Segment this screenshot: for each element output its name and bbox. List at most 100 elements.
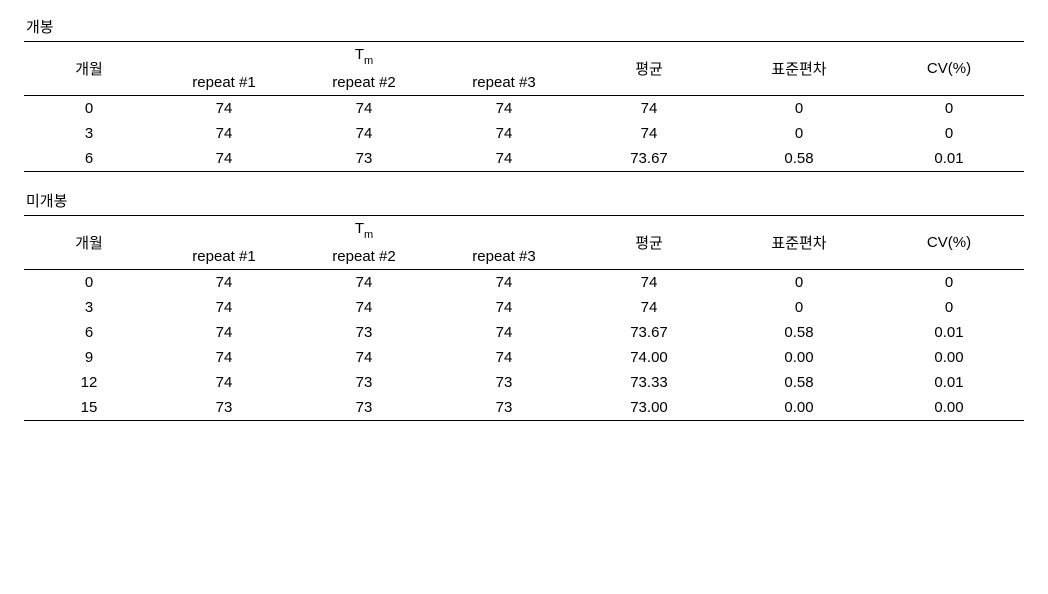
cell-r3: 74	[434, 121, 574, 146]
cell-cv: 0	[874, 121, 1024, 146]
table-section: 개봉개월 Tm 평균표준편차CV(%) repeat #1repeat #2repea…	[24, 16, 1024, 172]
cell-cv: 0.01	[874, 320, 1024, 345]
cell-month: 6	[24, 146, 154, 172]
cell-r2: 74	[294, 270, 434, 296]
data-table: 개월 Tm 평균표준편차CV(%) repeat #1repeat #2repeat …	[24, 215, 1024, 421]
cell-sd: 0.58	[724, 370, 874, 395]
col-header-tm: Tm	[294, 42, 434, 71]
table-row: 674737473.670.580.01	[24, 320, 1024, 345]
cell-r3: 74	[434, 295, 574, 320]
cell-cv: 0	[874, 270, 1024, 296]
cell-avg: 73.33	[574, 370, 724, 395]
cell-month: 0	[24, 96, 154, 122]
cell-r1: 74	[154, 345, 294, 370]
col-header-avg: 평균	[574, 216, 724, 270]
col-header-repeat2: repeat #2	[294, 70, 434, 96]
data-table: 개월 Tm 평균표준편차CV(%) repeat #1repeat #2repeat …	[24, 41, 1024, 172]
cell-month: 3	[24, 295, 154, 320]
cell-sd: 0	[724, 121, 874, 146]
table-row: 974747474.000.000.00	[24, 345, 1024, 370]
cell-month: 0	[24, 270, 154, 296]
cell-avg: 74	[574, 121, 724, 146]
col-header-empty	[434, 216, 574, 245]
cell-r1: 74	[154, 96, 294, 122]
col-header-avg: 평균	[574, 42, 724, 96]
cell-avg: 73.67	[574, 146, 724, 172]
cell-sd: 0.00	[724, 395, 874, 421]
cell-month: 6	[24, 320, 154, 345]
cell-month: 3	[24, 121, 154, 146]
cell-cv: 0.01	[874, 146, 1024, 172]
cell-avg: 73.67	[574, 320, 724, 345]
cell-r1: 74	[154, 320, 294, 345]
cell-r2: 74	[294, 295, 434, 320]
col-header-repeat3: repeat #3	[434, 244, 574, 270]
cell-avg: 74.00	[574, 345, 724, 370]
col-header-empty	[434, 42, 574, 71]
col-header-month: 개월	[24, 216, 154, 270]
col-header-repeat1: repeat #1	[154, 70, 294, 96]
cell-r3: 73	[434, 370, 574, 395]
cell-r2: 73	[294, 320, 434, 345]
col-header-repeat2: repeat #2	[294, 244, 434, 270]
cell-r1: 74	[154, 270, 294, 296]
col-header-empty	[154, 42, 294, 71]
table-row: 1274737373.330.580.01	[24, 370, 1024, 395]
cell-r2: 73	[294, 370, 434, 395]
cell-cv: 0.00	[874, 345, 1024, 370]
cell-r1: 74	[154, 295, 294, 320]
cell-cv: 0	[874, 96, 1024, 122]
cell-r2: 74	[294, 121, 434, 146]
tm-label-main: T	[355, 220, 364, 237]
cell-sd: 0	[724, 270, 874, 296]
cell-r3: 74	[434, 146, 574, 172]
tables-container: 개봉개월Tm평균표준편차CV(%)repeat #1repeat #2repea…	[24, 16, 1024, 421]
cell-r1: 73	[154, 395, 294, 421]
col-header-sd: 표준편차	[724, 216, 874, 270]
cell-r1: 74	[154, 121, 294, 146]
cell-sd: 0.00	[724, 345, 874, 370]
col-header-repeat3: repeat #3	[434, 70, 574, 96]
cell-r3: 73	[434, 395, 574, 421]
table-row: 1573737373.000.000.00	[24, 395, 1024, 421]
cell-month: 15	[24, 395, 154, 421]
col-header-sd: 표준편차	[724, 42, 874, 96]
table-row: 07474747400	[24, 96, 1024, 122]
cell-r2: 74	[294, 96, 434, 122]
section-title: 개봉	[26, 16, 1024, 37]
table-row: 07474747400	[24, 270, 1024, 296]
cell-sd: 0	[724, 96, 874, 122]
table-row: 37474747400	[24, 295, 1024, 320]
cell-sd: 0.58	[724, 320, 874, 345]
table-section: 미개봉개월 Tm 평균표준편차CV(%) repeat #1repeat #2repe…	[24, 190, 1024, 421]
cell-avg: 73.00	[574, 395, 724, 421]
cell-month: 12	[24, 370, 154, 395]
col-header-empty	[154, 216, 294, 245]
cell-cv: 0	[874, 295, 1024, 320]
table-row: 674737473.670.580.01	[24, 146, 1024, 172]
cell-cv: 0.00	[874, 395, 1024, 421]
section-title: 미개봉	[26, 190, 1024, 211]
cell-sd: 0.58	[724, 146, 874, 172]
tm-label-sub: m	[364, 55, 373, 67]
cell-r3: 74	[434, 320, 574, 345]
cell-r3: 74	[434, 345, 574, 370]
tm-label-main: T	[355, 46, 364, 63]
col-header-tm: Tm	[294, 216, 434, 245]
cell-month: 9	[24, 345, 154, 370]
col-header-repeat1: repeat #1	[154, 244, 294, 270]
col-header-month: 개월	[24, 42, 154, 96]
cell-r3: 74	[434, 270, 574, 296]
cell-avg: 74	[574, 96, 724, 122]
cell-r1: 74	[154, 370, 294, 395]
cell-r2: 73	[294, 146, 434, 172]
cell-sd: 0	[724, 295, 874, 320]
cell-avg: 74	[574, 295, 724, 320]
cell-r2: 73	[294, 395, 434, 421]
cell-r1: 74	[154, 146, 294, 172]
cell-cv: 0.01	[874, 370, 1024, 395]
col-header-cv: CV(%)	[874, 216, 1024, 270]
cell-avg: 74	[574, 270, 724, 296]
col-header-cv: CV(%)	[874, 42, 1024, 96]
cell-r3: 74	[434, 96, 574, 122]
